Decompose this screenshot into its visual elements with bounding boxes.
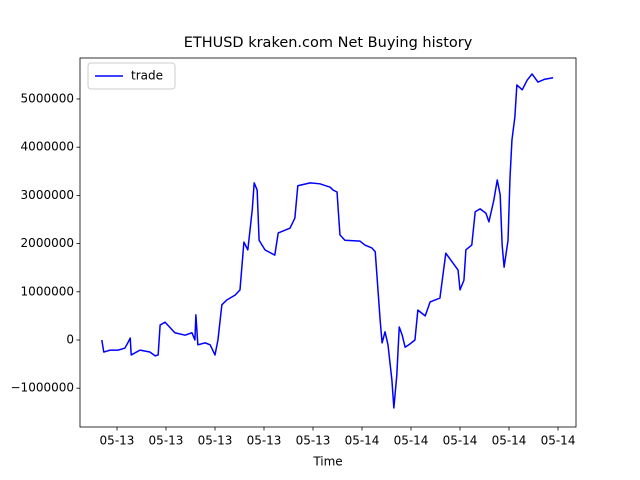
y-tick-label: 1000000 [21,284,74,298]
x-tick-label: 05-14 [345,434,380,448]
y-tick-label: 2000000 [21,236,74,250]
y-tick-label: 4000000 [21,140,74,154]
plot-frame [79,57,577,428]
x-tick-label: 05-13 [198,434,233,448]
x-tick-label: 05-13 [296,434,331,448]
x-tick-label: 05-13 [149,434,184,448]
data-line [101,73,554,409]
x-tick-label: 05-14 [394,434,429,448]
x-axis-label: Time [312,455,342,469]
y-tick-label: 5000000 [21,91,74,105]
x-tick-label: 05-13 [100,434,135,448]
y-tick-label: −1000000 [11,381,75,395]
legend-box [87,62,176,90]
x-tick-label: 05-14 [492,434,527,448]
y-tick-label: 3000000 [21,188,74,202]
x-tick-label: 05-14 [541,434,576,448]
chart-title: ETHUSD kraken.com Net Buying history [184,35,473,51]
x-tick-label: 05-13 [247,434,282,448]
legend-label: trade [131,69,163,83]
y-tick-label: 0 [66,332,74,346]
x-tick-label: 05-14 [443,434,478,448]
